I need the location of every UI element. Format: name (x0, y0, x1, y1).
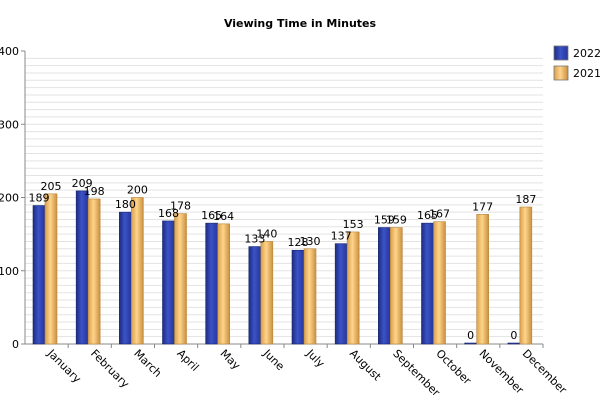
legend-label-2022: 2022 (573, 47, 600, 60)
bar-2022-august (334, 243, 348, 345)
y-tick-label: 300 (0, 118, 19, 131)
bar-2021-may (217, 223, 230, 345)
data-label: 133 (244, 233, 265, 246)
x-tick-label: June (260, 346, 287, 373)
bar-2021-december (519, 206, 533, 345)
y-tick-label: 400 (0, 45, 19, 58)
data-label: 164 (213, 210, 234, 223)
y-tick-label: 100 (0, 265, 19, 278)
axes (21, 50, 544, 348)
data-label: 165 (417, 209, 438, 222)
data-label: 165 (201, 209, 222, 222)
bar-2022-april (162, 220, 175, 345)
data-label: 205 (41, 180, 62, 193)
data-label: 180 (115, 198, 136, 211)
bar-2021-february (87, 198, 101, 345)
data-label: 200 (127, 184, 148, 197)
bar-2022-february (75, 190, 89, 345)
legend-swatch-2021 (553, 65, 569, 81)
data-label: 187 (515, 193, 536, 206)
bar-2022-march (119, 211, 132, 345)
bar-2021-november (476, 214, 489, 345)
data-label: 153 (343, 218, 364, 231)
legend-label-2021: 2021 (573, 67, 600, 80)
data-label: 130 (300, 235, 321, 248)
legend: 2022 2021 (553, 45, 600, 81)
y-tick-label: 200 (0, 192, 19, 205)
bar-2022-december (507, 342, 521, 345)
data-label: 128 (288, 236, 309, 249)
bar-2022-july (291, 249, 305, 345)
bar-2021-march (131, 197, 144, 345)
data-label: 178 (170, 200, 191, 213)
legend-swatch-2022 (553, 45, 569, 61)
bars (32, 190, 533, 345)
data-label: 0 (467, 329, 474, 342)
x-tick-label: April (174, 347, 201, 374)
bar-2022-june (248, 246, 262, 345)
bar-2021-october (433, 221, 446, 345)
bar-2021-april (174, 213, 187, 345)
x-tick-label: October (433, 347, 474, 388)
data-label: 167 (429, 208, 450, 221)
bar-2021-august (346, 231, 360, 345)
data-label: 209 (72, 177, 93, 190)
data-label: 189 (29, 192, 50, 205)
data-label: 137 (331, 230, 352, 243)
x-tick-label: July (303, 346, 327, 370)
x-tick-label: May (218, 347, 244, 373)
x-tick-label: February (88, 347, 132, 391)
bar-2021-july (303, 248, 317, 345)
bar-2022-september (378, 227, 391, 345)
bar-2021-january (44, 193, 58, 345)
data-label: 140 (256, 227, 277, 240)
x-tick-label: August (347, 347, 384, 384)
bar-2022-november (464, 342, 477, 345)
data-label: 0 (510, 329, 517, 342)
data-label: 168 (158, 207, 179, 220)
data-label: 198 (84, 185, 105, 198)
data-label: 159 (386, 214, 407, 227)
x-tick-label: January (44, 346, 84, 386)
bar-2022-october (421, 222, 434, 345)
bar-2021-june (260, 241, 274, 345)
bar-2021-september (390, 227, 403, 345)
data-label: 177 (472, 200, 493, 213)
x-tick-label: December (520, 347, 570, 397)
y-tick-label: 0 (12, 338, 19, 351)
chart-title: Viewing Time in Minutes (224, 17, 377, 30)
bar-2022-january (32, 205, 46, 345)
x-tick-label: March (131, 347, 164, 380)
grid-lines (25, 51, 543, 344)
data-label: 159 (374, 214, 395, 227)
bar-2022-may (205, 222, 218, 345)
x-tick-label: November (477, 347, 527, 397)
